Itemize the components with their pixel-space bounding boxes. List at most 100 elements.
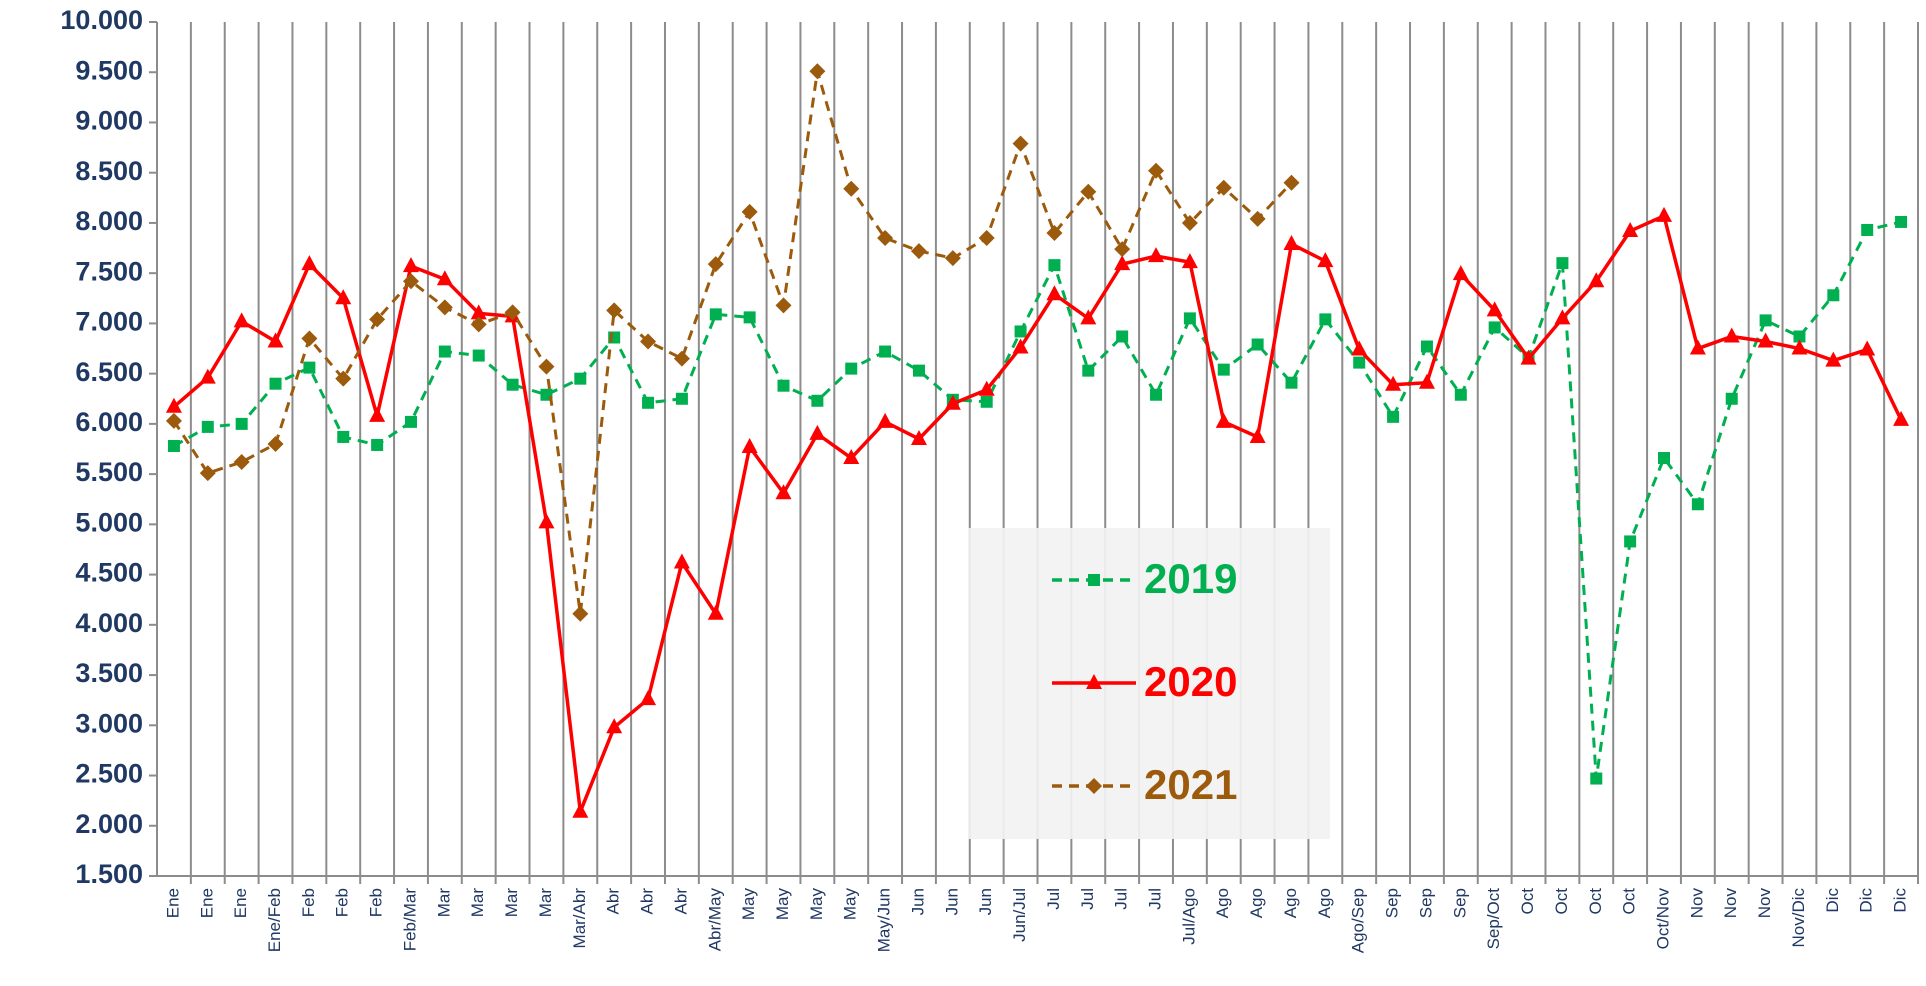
marker (1148, 162, 1165, 179)
marker (1452, 265, 1469, 281)
marker (1114, 241, 1131, 258)
marker (1725, 392, 1738, 405)
marker (910, 429, 927, 445)
marker (1181, 253, 1198, 269)
x-tick-label: Ago (1315, 888, 1334, 918)
marker (506, 378, 519, 391)
x-tick-label: Dic (1823, 888, 1842, 913)
marker (301, 330, 318, 347)
marker (470, 304, 487, 320)
y-tick-label: 3.000 (75, 708, 143, 738)
marker (877, 412, 894, 428)
y-tick-label: 8.000 (75, 206, 143, 236)
marker (1283, 174, 1300, 191)
marker (1088, 574, 1100, 586)
x-tick-label: Jun/Jul (1010, 888, 1029, 942)
marker (538, 513, 555, 529)
marker (1217, 363, 1230, 376)
marker (1048, 259, 1061, 272)
marker (1046, 285, 1063, 301)
x-tick-label: Ene (197, 888, 216, 918)
marker (301, 255, 318, 271)
marker (233, 454, 250, 471)
x-tick-label: Abr/May (705, 888, 724, 952)
marker (775, 484, 792, 500)
marker (843, 180, 860, 197)
marker (1183, 312, 1196, 325)
x-tick-label: Dic (1857, 888, 1876, 913)
marker (470, 316, 487, 333)
marker (978, 230, 995, 247)
marker (1317, 252, 1334, 268)
y-tick-label: 3.500 (75, 658, 143, 688)
marker (777, 379, 790, 392)
marker (1086, 778, 1102, 794)
x-tick-label: Jul (1146, 888, 1165, 910)
x-tick-label: Mar (502, 888, 521, 918)
marker (1387, 410, 1400, 423)
x-tick-label: Oct (1518, 888, 1537, 915)
x-tick-label: Dic (1891, 888, 1910, 913)
y-tick-label: 5.500 (75, 457, 143, 487)
marker (879, 345, 892, 358)
x-tick-label: Ago (1213, 888, 1232, 918)
marker (1080, 183, 1097, 200)
marker (167, 439, 180, 452)
marker (809, 424, 826, 440)
marker (369, 311, 386, 328)
marker (1114, 255, 1131, 271)
x-tick-label: May (739, 888, 758, 921)
marker (402, 273, 419, 290)
marker (1148, 247, 1165, 263)
marker (1825, 351, 1842, 367)
marker (1014, 325, 1027, 338)
marker (572, 802, 589, 818)
marker (267, 435, 284, 452)
marker (845, 362, 858, 375)
marker (165, 412, 182, 429)
marker (1893, 410, 1910, 426)
x-tick-label: Jun (908, 888, 927, 915)
marker (235, 417, 248, 430)
x-tick-label: Ago/Sep (1349, 888, 1368, 953)
marker (1791, 339, 1808, 355)
marker (640, 690, 657, 706)
x-tick-label: Mar (536, 888, 555, 918)
marker (1116, 330, 1129, 343)
marker (1759, 314, 1772, 327)
marker (1420, 340, 1433, 353)
marker (1827, 289, 1840, 302)
marker (743, 311, 756, 324)
marker (1520, 349, 1537, 365)
marker (1895, 215, 1908, 228)
legend-label: 2020 (1144, 658, 1237, 705)
marker (1012, 338, 1029, 354)
series-line (173, 220, 1902, 779)
x-tick-label: May (807, 888, 826, 921)
marker (165, 397, 182, 413)
marker (980, 395, 993, 408)
marker (1554, 309, 1571, 325)
marker (371, 438, 384, 451)
x-tick-label: Sep (1450, 888, 1469, 918)
marker (572, 605, 589, 622)
x-tick-label: Oct (1586, 888, 1605, 915)
marker (438, 345, 451, 358)
marker (1385, 375, 1402, 391)
marker (1181, 214, 1198, 231)
marker (1150, 388, 1163, 401)
x-tick-label: Jul/Ago (1179, 888, 1198, 945)
marker (1319, 313, 1332, 326)
x-tick-label: Nov (1687, 888, 1706, 919)
marker (910, 243, 927, 260)
marker (436, 299, 453, 316)
marker (741, 203, 758, 220)
y-tick-label: 10.000 (60, 5, 143, 35)
series-line (172, 70, 1293, 614)
y-tick-label: 7.000 (75, 307, 143, 337)
x-tick-label: Nov (1755, 888, 1774, 919)
x-tick-label: Feb/Mar (400, 888, 419, 952)
y-tick-label: 9.500 (75, 55, 143, 85)
marker (1215, 179, 1232, 196)
